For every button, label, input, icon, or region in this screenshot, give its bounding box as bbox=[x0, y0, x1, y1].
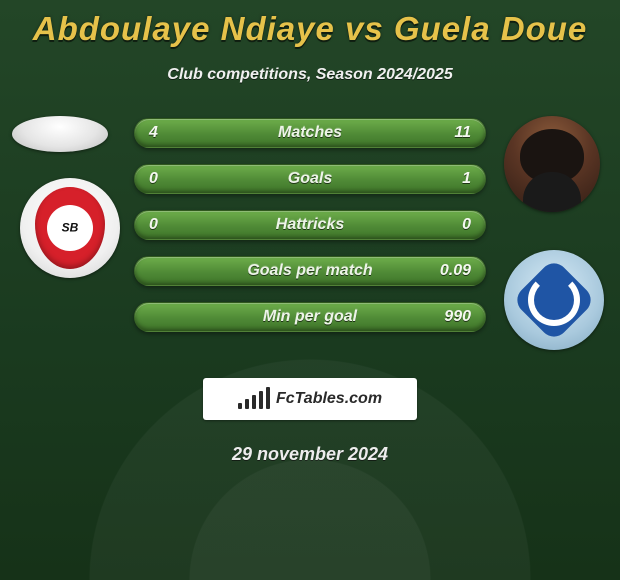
stat-bar-goals: 0 Goals 1 bbox=[134, 164, 486, 194]
stat-value-right: 1 bbox=[462, 170, 471, 188]
club-left-crest-icon bbox=[35, 187, 105, 269]
stat-value-right: 0.09 bbox=[440, 262, 471, 280]
snapshot-date: 29 november 2024 bbox=[0, 444, 620, 465]
stat-label: Goals bbox=[288, 170, 332, 188]
player-right-portrait bbox=[504, 116, 600, 212]
brand-text: FcTables.com bbox=[276, 390, 382, 408]
club-right-badge bbox=[504, 250, 604, 350]
stat-label: Goals per match bbox=[247, 262, 372, 280]
stat-bar-matches: 4 Matches 11 bbox=[134, 118, 486, 148]
stat-bar-hattricks: 0 Hattricks 0 bbox=[134, 210, 486, 240]
stat-value-left: 0 bbox=[149, 170, 158, 188]
brand-bars-icon bbox=[238, 389, 270, 409]
stat-label: Hattricks bbox=[276, 216, 344, 234]
club-right-crest-icon bbox=[512, 258, 597, 343]
page-title: Abdoulaye Ndiaye vs Guela Doue bbox=[0, 0, 620, 48]
stat-value-right: 990 bbox=[444, 308, 471, 326]
page-subtitle: Club competitions, Season 2024/2025 bbox=[0, 66, 620, 84]
stat-bar-min-per-goal: Min per goal 990 bbox=[134, 302, 486, 332]
club-left-badge bbox=[20, 178, 120, 278]
brand-badge: FcTables.com bbox=[203, 378, 417, 420]
comparison-stage: 4 Matches 11 0 Goals 1 0 Hattricks 0 Goa… bbox=[0, 110, 620, 370]
stat-bar-goals-per-match: Goals per match 0.09 bbox=[134, 256, 486, 286]
stat-value-left: 0 bbox=[149, 216, 158, 234]
player-left-portrait bbox=[12, 116, 108, 152]
stat-label: Min per goal bbox=[263, 308, 357, 326]
stat-value-right: 0 bbox=[462, 216, 471, 234]
stat-value-left: 4 bbox=[149, 124, 158, 142]
stat-value-right: 11 bbox=[454, 124, 471, 142]
stat-label: Matches bbox=[278, 124, 342, 142]
